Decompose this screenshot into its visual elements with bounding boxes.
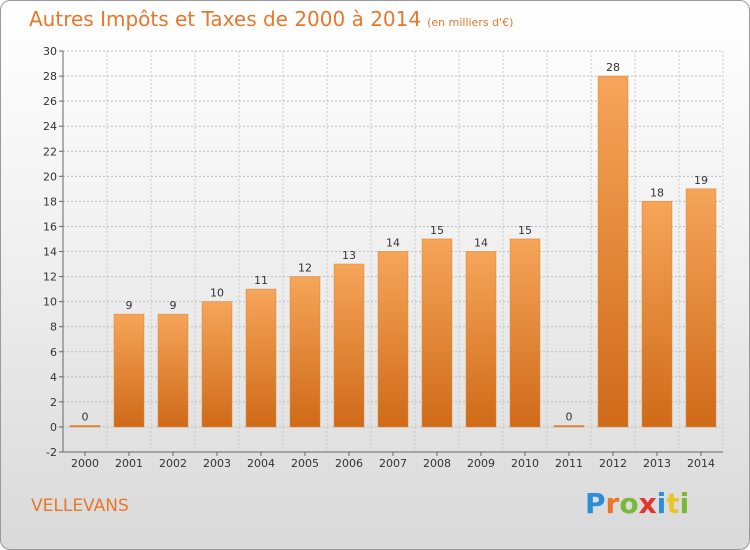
bar-value-label: 19 [694,174,708,187]
bar-2008 [421,238,453,428]
x-tick-label: 2013 [643,457,671,470]
x-tick-label: 2009 [467,457,495,470]
y-tick-label: 28 [43,70,57,83]
y-tick-label: 0 [50,421,57,434]
bar-2007 [377,251,409,428]
y-tick-label: 26 [43,95,57,108]
x-tick-label: 2003 [203,457,231,470]
bar-2011 [553,425,585,428]
bar-value-label: 0 [82,410,89,423]
y-tick-label: 4 [50,371,57,384]
y-tick-label: 18 [43,195,57,208]
bar-2005 [289,276,321,428]
bar-2014 [685,188,717,428]
bar-value-label: 0 [566,410,573,423]
x-tick-label: 2005 [291,457,319,470]
x-tick-label: 2001 [115,457,143,470]
bar-2003 [201,301,233,428]
proxiti-logo: Proxiti [585,487,689,520]
bar-labels: 0 9 9 10 11 12 13 14 15 14 15 0 28 18 19 [82,61,709,423]
x-tick-label: 2007 [379,457,407,470]
y-tick-label: 10 [43,296,57,309]
x-tick-label: 2006 [335,457,363,470]
x-tick-label: 2004 [247,457,275,470]
y-tick-label: 24 [43,120,57,133]
x-tick-label: 2002 [159,457,187,470]
bar-2009 [465,251,497,428]
logo-letter: r [605,487,620,520]
y-tick-label: 14 [43,246,57,259]
bar-value-label: 10 [210,287,224,300]
bar-2006 [333,263,365,428]
x-tick-label: 2014 [687,457,715,470]
logo-letter: t [666,487,680,520]
bar-value-label: 13 [342,249,356,262]
y-tick-label: 22 [43,145,57,158]
bar-2004 [245,288,277,428]
bar-value-label: 9 [170,299,177,312]
y-tick-label: 16 [43,220,57,233]
x-tick-label: 2010 [511,457,539,470]
commune-name: VELLEVANS [31,496,129,516]
y-tick-label: 8 [50,321,57,334]
bar-value-label: 12 [298,262,312,275]
x-tick-label: 2000 [71,457,99,470]
bar-value-label: 28 [606,61,620,74]
y-tick-label: -2 [46,446,57,459]
bar-value-label: 15 [518,224,532,237]
bars [69,75,717,428]
chart-title-unit: (en milliers d'€) [427,16,514,29]
logo-letter: x [638,487,657,520]
bar-2013 [641,201,673,428]
y-tick-label: 2 [50,396,57,409]
logo-letter: P [585,487,606,520]
logo-letter: o [619,487,639,520]
bar-value-label: 11 [254,274,268,287]
chart-title: Autres Impôts et Taxes de 2000 à 2014 (en… [29,7,513,31]
y-tick-label: 30 [43,45,57,58]
bar-2000 [69,425,101,428]
bar-2012 [597,75,629,428]
bar-value-label: 15 [430,224,444,237]
bar-2002 [157,313,189,428]
x-tick-label: 2011 [555,457,583,470]
bar-value-label: 18 [650,186,664,199]
logo-letter: i [679,487,690,520]
chart-title-text: Autres Impôts et Taxes de 2000 à 2014 [29,7,422,31]
y-tick-label: 20 [43,170,57,183]
x-tick-label: 2008 [423,457,451,470]
bar-value-label: 9 [126,299,133,312]
bar-2010 [509,238,541,428]
bar-2001 [113,313,145,428]
y-tick-label: 12 [43,271,57,284]
bar-value-label: 14 [474,237,488,250]
logo-letter: i [656,487,667,520]
x-tick-label: 2012 [599,457,627,470]
y-tick-label: 6 [50,346,57,359]
bar-value-label: 14 [386,237,400,250]
